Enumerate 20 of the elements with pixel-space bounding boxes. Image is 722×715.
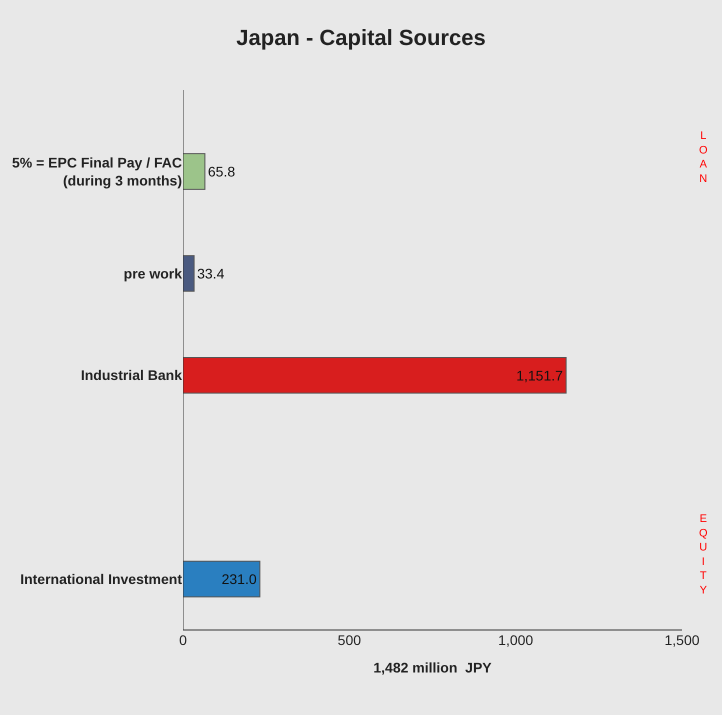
x-tick-label: 500 (338, 632, 362, 648)
x-tick-label: 0 (179, 632, 188, 648)
y-tick-label: 5% = EPC Final Pay / FAC (during 3 months) (12, 154, 182, 189)
data-label: 1,151.7 (516, 367, 564, 384)
x-tick-label: 1,000 (498, 632, 534, 648)
bar (183, 255, 195, 292)
data-label: 33.4 (197, 265, 225, 282)
bar (183, 560, 260, 598)
x-tick-label: 1,500 (664, 632, 700, 648)
y-tick-label: International Investment (20, 570, 182, 587)
x-axis-title: 1,482 million JPY (373, 659, 492, 676)
y-tick-label: pre work (124, 265, 182, 282)
chart-title: Japan - Capital Sources (236, 25, 486, 50)
y-tick-label: Industrial Bank (80, 367, 182, 384)
data-label: 65.8 (208, 164, 236, 180)
text: EQUITY (699, 513, 708, 596)
text: LOAN (699, 130, 708, 185)
bar (183, 153, 206, 190)
data-label: 231.0 (222, 571, 257, 588)
bar (183, 356, 567, 394)
